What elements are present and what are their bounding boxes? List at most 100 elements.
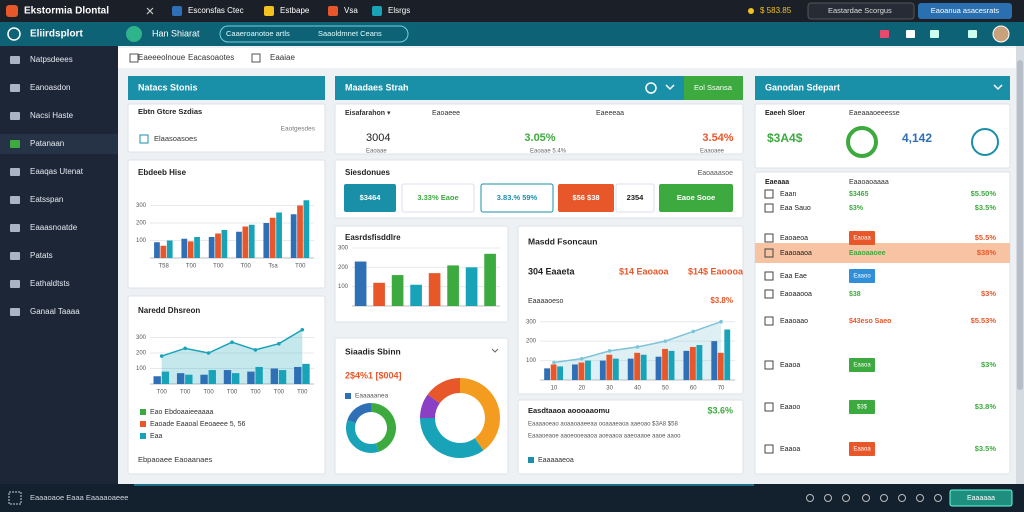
bar — [221, 230, 228, 258]
panel-title: Natacs Stonis — [138, 82, 198, 92]
point — [607, 349, 612, 353]
label: $56 $38 — [572, 193, 599, 202]
sidebar-item[interactable]: Ganaal Taaaa — [30, 307, 80, 316]
header-icon[interactable] — [930, 30, 939, 38]
sidebar-item[interactable]: Nacsi Haste — [30, 111, 74, 120]
row-icon — [764, 360, 774, 370]
row-label[interactable]: Eaoaaooa — [780, 291, 812, 298]
header-icon[interactable] — [880, 30, 889, 38]
toolbar-item[interactable]: Eaeeeolnoue — [138, 53, 186, 62]
filter-button[interactable] — [558, 184, 614, 212]
taskbar-button[interactable] — [949, 489, 1013, 507]
filter-button[interactable] — [480, 183, 554, 213]
sidebar-item[interactable]: Patanaan — [30, 139, 64, 148]
bar — [484, 253, 496, 306]
start-icon[interactable] — [8, 491, 22, 505]
browser-bar — [0, 0, 1024, 22]
label: Eaoaae 5.4% — [530, 149, 567, 155]
x-tick-label: Tsa — [268, 264, 278, 270]
tray-icon[interactable] — [824, 494, 832, 502]
search-pill[interactable] — [219, 25, 409, 43]
legend-swatch — [140, 409, 146, 415]
card — [127, 295, 326, 475]
row-value: $3% — [849, 205, 864, 212]
row-label[interactable]: Eaaoa — [780, 446, 800, 453]
bar — [711, 341, 718, 380]
row-change: $38% — [977, 248, 997, 257]
row-label[interactable]: Eaa Sauo — [780, 205, 811, 212]
legend-swatch — [345, 393, 351, 399]
bar — [185, 374, 193, 384]
tab[interactable]: Ekstormia Dlontal — [24, 6, 109, 17]
sidebar-item[interactable]: Eaaasnoatde — [30, 223, 78, 232]
header-icon[interactable] — [645, 82, 657, 94]
search-box[interactable] — [807, 2, 915, 20]
filter-button[interactable] — [344, 184, 396, 212]
toolbar-icon — [129, 53, 139, 63]
card — [754, 103, 1011, 169]
filter-button[interactable] — [659, 184, 733, 212]
stat-value: 3.54% — [702, 132, 733, 144]
sidebar-item[interactable]: Natpsdeees — [30, 55, 73, 64]
tray-icon[interactable] — [934, 494, 942, 502]
header-icon[interactable] — [968, 30, 977, 38]
sidebar-item[interactable]: Eatsspan — [30, 195, 63, 204]
point — [206, 351, 211, 355]
sidebar-item[interactable]: Eathaldtsts — [30, 279, 70, 288]
tray-icon[interactable] — [862, 494, 870, 502]
bar — [276, 212, 282, 258]
link[interactable]: Eaotgesdes — [281, 126, 316, 133]
tab[interactable]: Vsa — [344, 6, 358, 15]
avatar[interactable] — [992, 25, 1010, 43]
row-label[interactable]: Eaoaeoa — [780, 235, 808, 242]
filter-button[interactable] — [401, 183, 475, 213]
row-label[interactable]: Eaaoaaoa — [780, 250, 812, 257]
link[interactable]: Eaoaaasoe — [698, 170, 734, 177]
primary-button[interactable] — [918, 3, 1012, 19]
x-tick-label: 20 — [578, 386, 585, 392]
tag-text: Eaaoa — [853, 363, 871, 369]
label: Eaaoaoaaaa — [849, 179, 889, 186]
tray-icon[interactable] — [898, 494, 906, 502]
tab[interactable]: Elsrgs — [388, 6, 410, 15]
action-button[interactable] — [684, 76, 743, 100]
app-name: Han Shiarat — [152, 28, 200, 38]
bar — [724, 329, 731, 380]
row-value: $3465 — [849, 191, 869, 198]
row-label[interactable]: Eaaoo — [780, 404, 800, 411]
x-tick-label: 50 — [662, 386, 669, 392]
donut-slice — [427, 378, 460, 404]
x-tick-label: T00 — [250, 390, 261, 396]
chevron[interactable] — [993, 84, 1003, 91]
toolbar-item[interactable]: Eacasoaotes — [188, 53, 234, 62]
y-tick-label: 200 — [526, 339, 537, 345]
bar — [410, 284, 422, 306]
tab[interactable]: Esconsfas Ctec — [188, 6, 244, 15]
tab-close[interactable] — [146, 7, 154, 15]
sidebar-item[interactable]: Eaaqas Utenat — [30, 167, 84, 176]
bar — [215, 233, 221, 258]
filter-button[interactable] — [615, 183, 655, 213]
row-label[interactable]: Eaaoaao — [780, 318, 808, 325]
footer-link[interactable]: Ebpaoaee Eaoaanaes — [138, 455, 212, 464]
tray-icon[interactable] — [880, 494, 888, 502]
tray-icon[interactable] — [806, 494, 814, 502]
tab[interactable]: Estbape — [280, 6, 310, 15]
donut-slice — [347, 403, 371, 424]
row-label[interactable]: Eaan — [780, 191, 796, 198]
card — [127, 103, 326, 153]
row-label[interactable]: Eaaoa — [780, 362, 800, 369]
row-label[interactable]: Eaa Eae — [780, 273, 807, 280]
sidebar-item[interactable]: Eanoasdon — [30, 83, 70, 92]
tray-icon[interactable] — [916, 494, 924, 502]
chevron[interactable] — [665, 84, 675, 91]
toolbar-item[interactable]: Eaaiae — [270, 53, 295, 62]
chevron[interactable] — [491, 348, 499, 353]
sidebar-item[interactable]: Patats — [30, 251, 53, 260]
chart-title: Siaadis Sbinn — [345, 346, 401, 356]
row-change: $3.5% — [975, 203, 997, 212]
tab-icon — [172, 6, 182, 16]
tray-icon[interactable] — [842, 494, 850, 502]
header-icon[interactable] — [906, 30, 915, 38]
